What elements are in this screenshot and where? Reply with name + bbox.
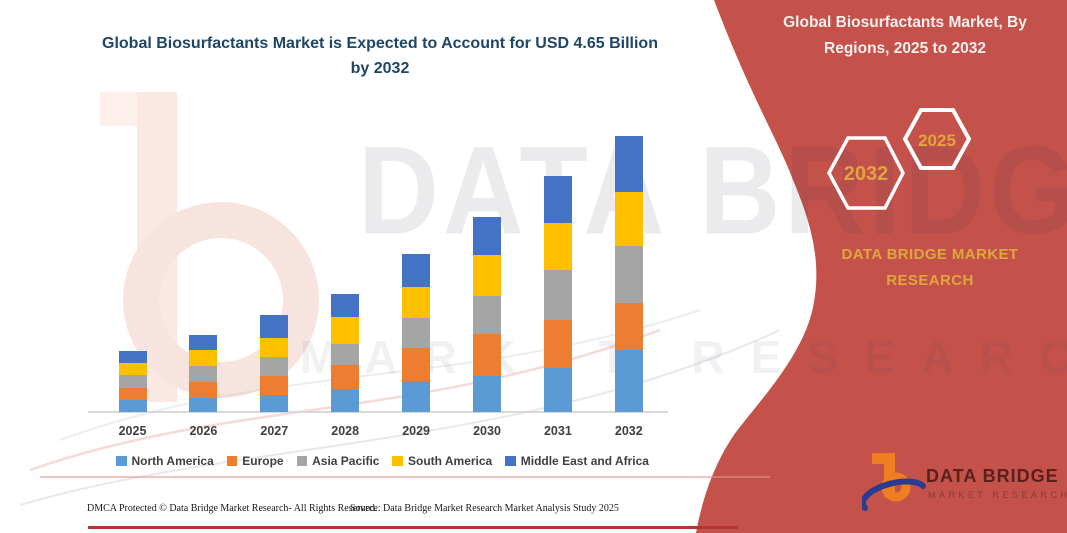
- bar-segment-2030-south-america: [473, 254, 501, 296]
- x-axis-label-2029: 2029: [402, 424, 430, 438]
- bar-segment-2026-south-america: [189, 349, 218, 366]
- bar-segment-2032-middle-east-and-africa: [614, 136, 643, 192]
- legend-label: Europe: [242, 454, 284, 468]
- legend-item-south-america: South America: [392, 454, 492, 468]
- bar-segment-2029-middle-east-and-africa: [402, 253, 431, 287]
- bar-segment-2028-north-america: [331, 388, 360, 412]
- bar-segment-2029-asia-pacific: [402, 317, 431, 348]
- bar-segment-2029-europe: [402, 347, 431, 382]
- bar-segment-2026-asia-pacific: [189, 365, 218, 382]
- legend-item-north-america: North America: [116, 454, 214, 468]
- stacked-bar-2025: [118, 350, 147, 412]
- red-panel-shape: [696, 0, 1067, 533]
- panel-title: Global Biosurfactants Market, By Regions…: [783, 14, 1027, 57]
- logo-subtitle-text: MARKET RESEARCH: [928, 490, 1067, 500]
- bar-segment-2029-south-america: [402, 286, 431, 318]
- bar-segment-2032-north-america: [614, 350, 643, 412]
- x-axis-label-2026: 2026: [189, 424, 218, 438]
- bar-segment-2029-north-america: [402, 381, 431, 412]
- bar-segment-2030-europe: [473, 333, 501, 376]
- logo-name-text: DATA BRIDGE: [926, 466, 1059, 486]
- legend-swatch: [505, 455, 516, 467]
- bar-segment-2032-south-america: [614, 191, 643, 246]
- logo-b-hook: [872, 453, 884, 464]
- stacked-bar-2026: [189, 334, 218, 412]
- bar-segment-2027-south-america: [260, 337, 289, 357]
- divider-red: [88, 526, 738, 529]
- bar-segment-2031-south-america: [543, 223, 572, 271]
- divider-pink: [40, 476, 770, 478]
- bar-segment-2026-north-america: [189, 397, 218, 412]
- bar-segment-2031-europe: [543, 320, 572, 369]
- watermark-b-hook: [100, 92, 137, 126]
- x-axis-label-2032: 2032: [614, 424, 643, 438]
- x-axis-label-2028: 2028: [331, 424, 360, 438]
- footer-source: Source: Data Bridge Market Research Mark…: [350, 503, 619, 514]
- bar-segment-2025-north-america: [118, 400, 147, 412]
- stacked-bar-2031: [543, 176, 572, 412]
- bar-segment-2030-middle-east-and-africa: [473, 216, 501, 255]
- bar-segment-2027-middle-east-and-africa: [260, 314, 289, 338]
- bar-segment-2031-north-america: [543, 368, 572, 412]
- bar-segment-2025-europe: [118, 387, 147, 401]
- logo-blue-swoosh: [859, 478, 926, 511]
- legend-item-middle-east-and-africa: Middle East and Africa: [505, 454, 649, 468]
- data-bridge-logo: DATA BRIDGE MARKET RESEARCH: [859, 450, 1067, 522]
- bar-segment-2030-asia-pacific: [473, 295, 501, 334]
- bar-segment-2025-middle-east-and-africa: [118, 350, 147, 364]
- bar-segment-2026-europe: [189, 381, 218, 398]
- legend-swatch: [116, 455, 127, 467]
- legend-item-europe: Europe: [226, 454, 284, 468]
- x-axis-label-2030: 2030: [473, 424, 501, 438]
- legend-swatch: [296, 455, 308, 467]
- bar-segment-2028-europe: [331, 365, 360, 389]
- legend-item-asia-pacific: Asia Pacific: [296, 454, 380, 468]
- bar-segment-2032-europe: [614, 302, 643, 351]
- bar-segment-2031-asia-pacific: [543, 270, 572, 321]
- legend-label: Asia Pacific: [312, 454, 380, 468]
- panel-brand-text: DATA BRIDGE MARKET RESEARCH: [841, 246, 1019, 289]
- stacked-bar-2027: [260, 314, 289, 412]
- bar-segment-2025-south-america: [118, 363, 147, 376]
- bar-segment-2030-north-america: [473, 375, 501, 412]
- legend-label: Middle East and Africa: [520, 454, 649, 468]
- bar-segment-2025-asia-pacific: [118, 375, 147, 388]
- bar-segment-2027-north-america: [260, 394, 289, 412]
- stacked-bar-2028: [331, 293, 360, 412]
- bar-segment-2026-middle-east-and-africa: [189, 334, 218, 350]
- chart-legend: North America Europe Asia Pacific South Ame…: [60, 454, 705, 468]
- x-axis-label-2025: 2025: [118, 424, 147, 438]
- watermark-b-bowl: [123, 202, 319, 398]
- watermark-swoosh-gray: [19, 329, 781, 506]
- stacked-bar-2032: [614, 136, 643, 412]
- bar-segment-2031-middle-east-and-africa: [543, 176, 572, 224]
- bar-segment-2028-asia-pacific: [331, 344, 360, 366]
- bar-segment-2032-asia-pacific: [614, 245, 643, 303]
- chart-title: Global Biosurfactants Market is Expected…: [102, 35, 658, 77]
- stacked-bar-2029: [402, 253, 431, 412]
- bar-segment-2027-asia-pacific: [260, 356, 289, 376]
- stacked-bar-2030: [473, 216, 501, 412]
- x-axis-label-2031: 2031: [543, 424, 572, 438]
- data-bridge-logo-mark: [859, 453, 926, 511]
- bar-segment-2028-middle-east-and-africa: [331, 293, 360, 318]
- legend-swatch: [392, 455, 403, 467]
- x-axis-label-2027: 2027: [260, 424, 289, 438]
- bar-segment-2027-europe: [260, 375, 289, 395]
- x-axis-line: [88, 411, 668, 413]
- bar-segment-2028-south-america: [331, 317, 360, 345]
- legend-swatch: [226, 455, 238, 467]
- legend-label: South America: [407, 454, 493, 468]
- footer-dmca: DMCA Protected © Data Bridge Market Rese…: [87, 503, 378, 514]
- legend-label: North America: [131, 454, 214, 468]
